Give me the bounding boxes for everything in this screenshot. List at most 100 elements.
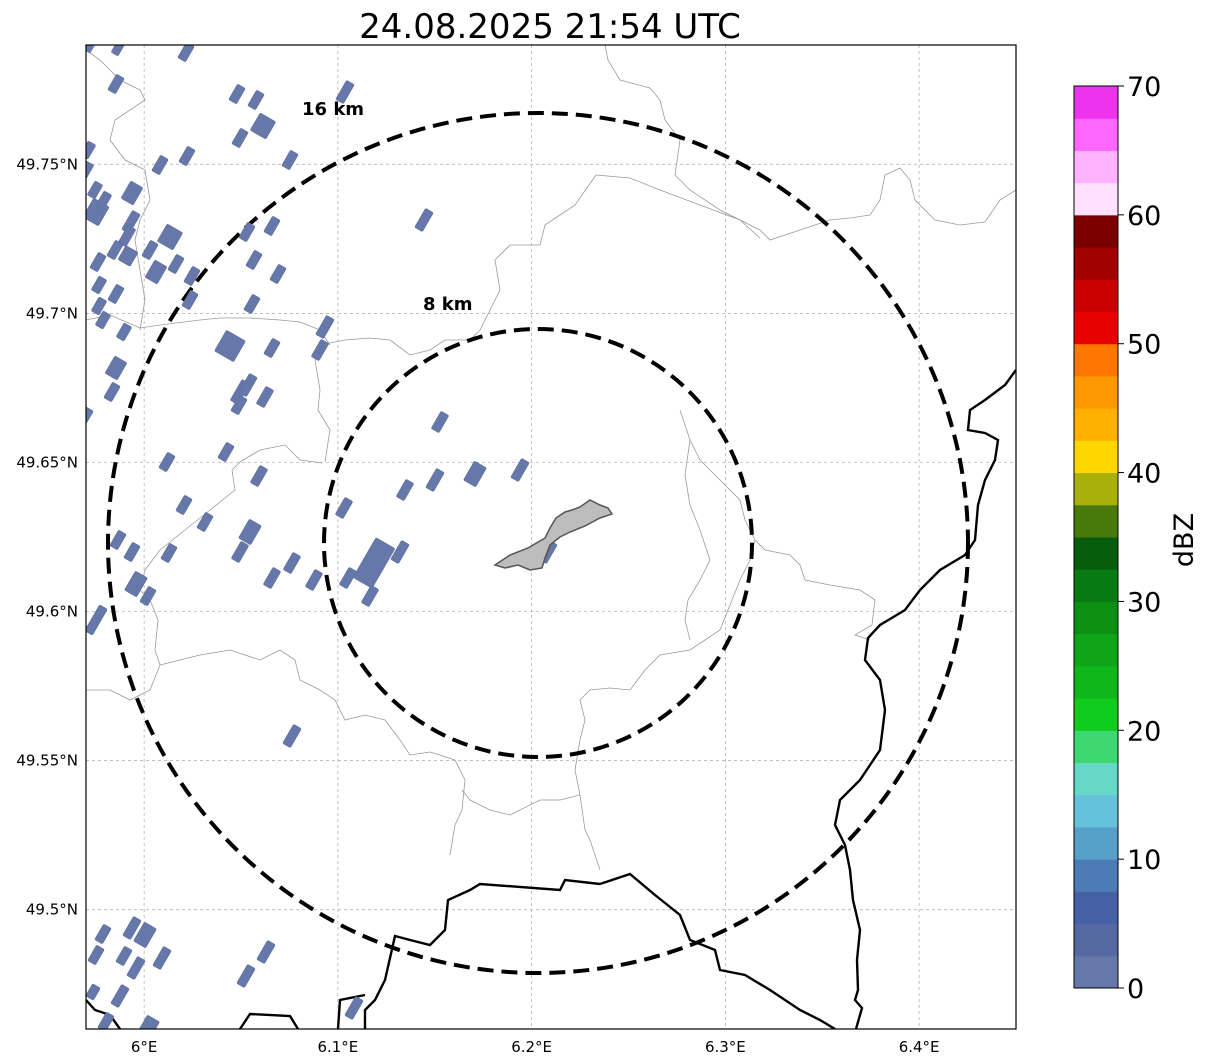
echo-cell [87,181,103,199]
gridlines [86,45,1016,1029]
echo-cell [177,45,195,62]
echo-cell [196,512,214,532]
colorbar-tick-label: 70 [1127,72,1161,103]
echo-cell [245,250,263,270]
colorbar-tick-label: 10 [1127,845,1161,876]
lat-tick-label: 49.65°N [16,453,78,471]
echo-cell [124,571,148,597]
lat-tick-labels: 49.75°N 49.7°N 49.65°N 49.6°N 49.55°N 49.5°N [16,155,78,918]
echo-cell [96,191,112,209]
echo-cell [217,442,235,462]
national-border [86,369,1016,1029]
echo-cell [214,330,246,362]
range-rings [106,111,970,975]
colorbar-segment [1074,182,1118,216]
echo-cell [361,585,379,607]
colorbar-tick-label: 60 [1127,201,1161,232]
echo-cell [167,254,185,274]
echo-cell [95,311,111,329]
echo-cell [94,924,112,944]
echo-cell [151,155,169,175]
echo-cell [463,461,487,487]
colorbar-segment [1074,279,1118,312]
echo-cell [231,541,249,563]
echo-cell [86,983,101,1001]
colorbar-tick-label: 50 [1127,330,1161,361]
lat-tick-label: 49.5°N [26,901,78,919]
ring-16km [106,111,970,975]
map-frame [85,44,1017,1030]
colorbar-segment [1074,569,1118,602]
radar-echoes [86,45,558,1029]
colorbar-segment [1074,826,1118,860]
admin-boundaries [86,45,1016,871]
lon-tick-label: 6.2°E [511,1038,552,1056]
colorbar-segment [1074,537,1118,570]
colorbar-segment [1074,859,1118,892]
echo-cell [263,216,281,236]
echo-cell [97,1012,115,1029]
lon-tick-label: 6°E [131,1038,158,1056]
echo-cell [414,208,434,232]
lat-tick-label: 49.6°N [26,603,78,621]
colorbar-segment [1074,247,1118,280]
echo-cell [107,74,125,94]
echo-cell [247,90,265,110]
echo-cell [281,150,299,170]
echo-cell [106,240,124,260]
lon-tick-label: 6.4°E [899,1038,940,1056]
echo-cell [335,80,355,104]
echo-cell [228,84,246,104]
echo-cell [86,141,96,159]
echo-cell [116,323,132,341]
echo-cell [122,916,142,940]
colorbar-segment [1074,150,1118,184]
colorbar-tick-label: 20 [1127,716,1161,747]
echo-cell [238,373,258,397]
colorbar-segment [1074,794,1118,828]
echo-cell [230,395,248,415]
colorbar-segment [1074,472,1118,506]
echo-cell [250,113,276,139]
echo-cell [110,984,130,1008]
echo-cell [91,276,107,294]
echo-cell [105,356,127,380]
colorbar-segment [1074,923,1118,957]
echo-cell [390,540,410,564]
echo-cell [160,543,178,563]
echo-cell [263,338,281,358]
echo-cell [157,224,183,250]
lat-tick-label: 49.55°N [16,752,78,770]
colorbar-segment [1074,730,1118,763]
colorbar-segment [1074,375,1118,409]
colorbar-frame [1073,85,1119,989]
echo-cell [236,964,256,988]
echo-cell [175,495,193,515]
colorbar-segment [1074,86,1118,119]
echo-cell [510,458,530,482]
echo-cell [305,569,323,591]
colorbar-segment [1074,601,1118,635]
colorbar-label: dBZ [1169,513,1200,567]
echo-cell [396,479,414,501]
echo-cell [86,161,94,179]
echo-cell [431,411,449,433]
echo-cell [353,537,395,589]
colorbar-tick-label: 30 [1127,587,1161,618]
colorbar-tick-label: 40 [1127,459,1161,490]
echo-cell [231,128,249,148]
echo-cell [103,382,121,402]
echo-cell [269,264,287,284]
echo-cell [126,956,146,980]
echo-cell [121,181,143,205]
echo-cell [238,222,256,242]
echo-cell [145,260,167,284]
colorbar-segment [1074,891,1118,925]
echo-cell [250,465,268,487]
colorbar-segment [1074,440,1118,474]
colorbar-ticks: 0 10 20 30 40 50 60 70 [1118,72,1161,1005]
colorbar-segment [1074,214,1118,248]
echo-cell [87,945,105,965]
echo-cell [181,290,199,310]
